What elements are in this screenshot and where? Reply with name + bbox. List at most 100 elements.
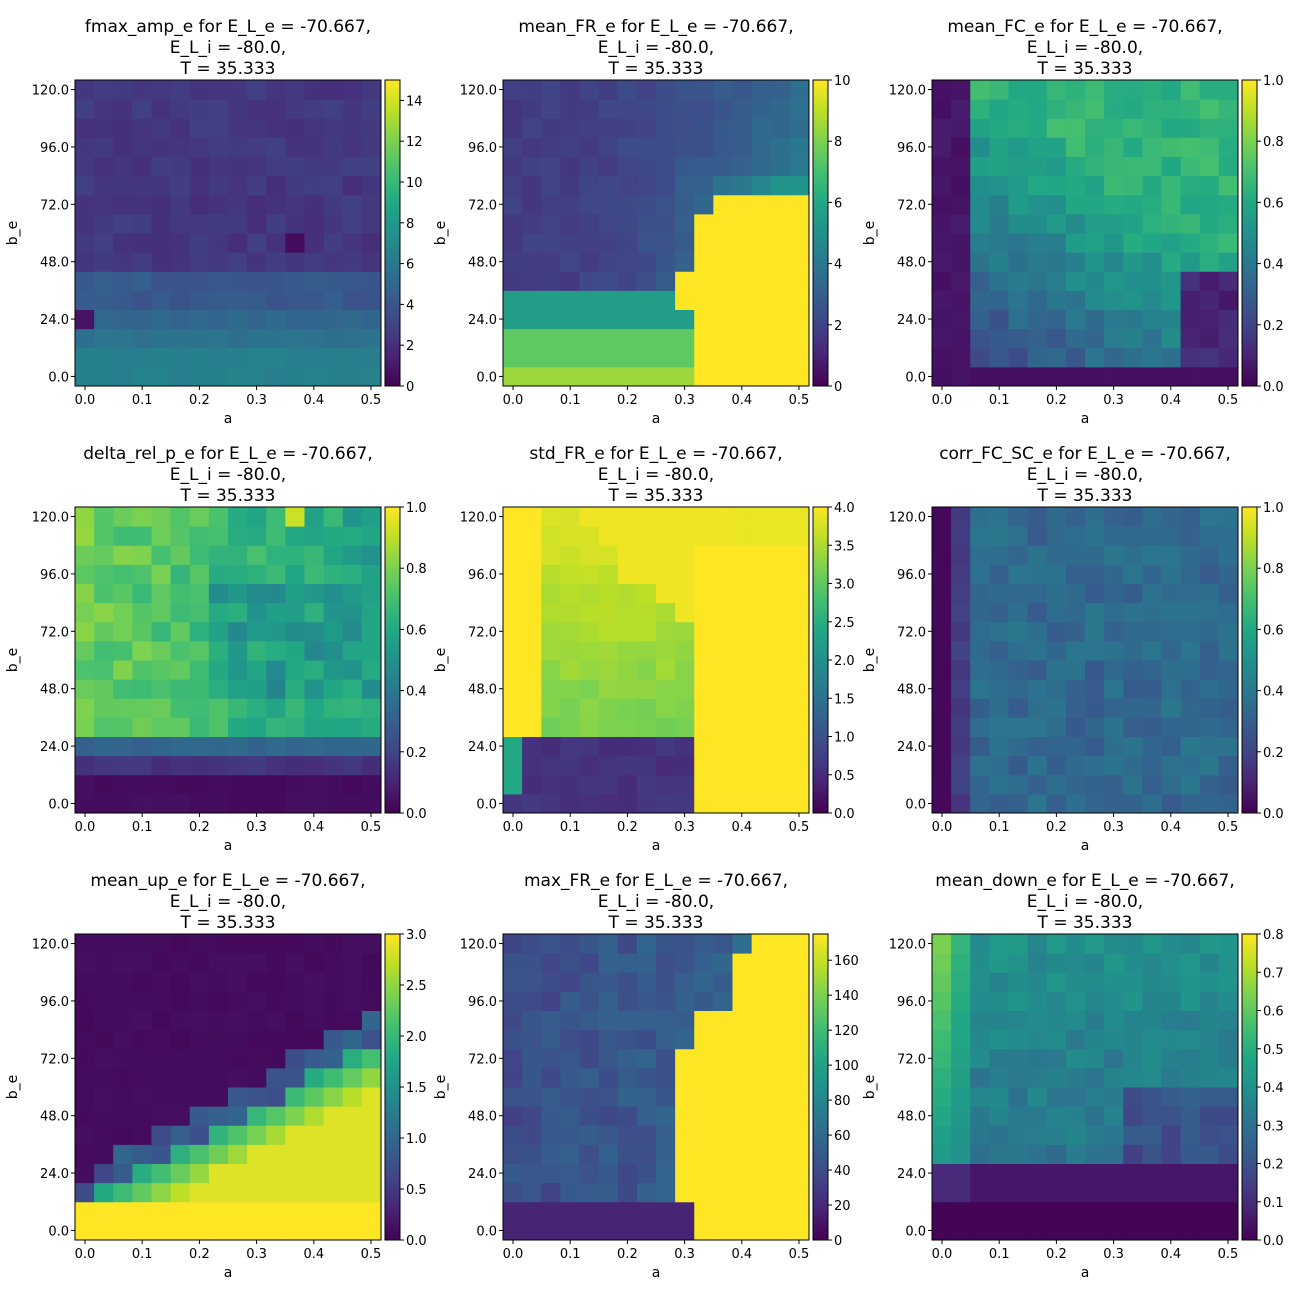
heatmap-cell: [285, 1029, 306, 1050]
heatmap-cell: [1218, 233, 1239, 253]
heatmap-cell: [1085, 755, 1105, 776]
heatmap-cell: [636, 194, 657, 215]
heatmap-cell: [1161, 755, 1182, 776]
heatmap-cell: [1085, 602, 1105, 623]
heatmap-cell: [342, 271, 363, 291]
colorbar-tick-label: 0.2: [1263, 746, 1284, 761]
heatmap-cell: [598, 793, 619, 814]
heatmap-cell: [951, 679, 971, 699]
heatmap-cell: [1142, 526, 1163, 546]
colorbar-tick-label: 0.1: [1263, 1196, 1284, 1211]
heatmap-cell: [323, 1182, 344, 1203]
heatmap-cell: [579, 717, 600, 738]
heatmap-cell: [541, 934, 561, 954]
y-tick-label: 24.0: [40, 740, 69, 755]
heatmap-cell: [751, 755, 772, 776]
heatmap-cell: [656, 1220, 676, 1241]
heatmap-cell: [361, 934, 382, 954]
heatmap-cell: [361, 1029, 382, 1050]
heatmap-cell: [989, 194, 1010, 215]
heatmap-cell: [323, 640, 344, 661]
heatmap-cell: [932, 972, 952, 992]
heatmap-cell: [1065, 774, 1086, 795]
heatmap-cell: [228, 1220, 248, 1241]
y-tick-label: 72.0: [897, 625, 926, 640]
heatmap-cell: [1027, 271, 1048, 291]
heatmap-cell: [732, 233, 753, 253]
heatmap-cell: [75, 1106, 95, 1126]
heatmap-cell: [560, 233, 581, 253]
heatmap-cell: [170, 1106, 191, 1126]
heatmap-cell: [1046, 1144, 1067, 1165]
heatmap-cell: [713, 934, 734, 954]
heatmap-cell: [951, 1106, 971, 1126]
heatmap-cell: [541, 526, 561, 546]
heatmap-cell: [113, 526, 133, 546]
heatmap-cell: [1027, 526, 1048, 546]
heatmap-cell: [170, 507, 191, 527]
heatmap-cell: [342, 233, 363, 253]
heatmap-cell: [560, 252, 581, 272]
heatmap-cell: [1161, 1106, 1182, 1126]
heatmap-cell: [75, 621, 95, 642]
heatmap-cell: [285, 545, 306, 565]
heatmap-cell: [932, 1144, 952, 1165]
heatmap-cell: [598, 1067, 619, 1088]
heatmap-cell: [970, 991, 990, 1012]
heatmap-cell: [636, 213, 657, 234]
heatmap-cell: [560, 1201, 581, 1222]
heatmap-cell: [1180, 679, 1201, 699]
heatmap-cell: [932, 583, 952, 604]
heatmap-cell: [208, 1201, 229, 1222]
heatmap-cell: [560, 175, 581, 196]
heatmap-cell: [1046, 545, 1067, 565]
heatmap-cell: [1065, 80, 1086, 100]
heatmap-cell: [751, 1010, 772, 1031]
heatmap-cell: [970, 1029, 990, 1050]
heatmap-cell: [361, 137, 382, 158]
heatmap-cell: [1123, 175, 1143, 196]
heatmap-cell: [751, 679, 772, 699]
heatmap-cell: [579, 793, 600, 814]
heatmap-cell: [323, 736, 344, 757]
heatmap-cell: [932, 1048, 952, 1069]
heatmap-cell: [1027, 252, 1048, 272]
heatmap-cell: [770, 793, 791, 814]
heatmap-cell: [228, 793, 248, 814]
heatmap-cell: [285, 972, 306, 992]
colorbar-tick-label: 3.5: [834, 539, 855, 554]
heatmap-cell: [361, 507, 382, 527]
heatmap-cell: [656, 1201, 676, 1222]
y-axis-label: b_e: [5, 1075, 21, 1100]
heatmap-cell: [1104, 1144, 1124, 1165]
heatmap-cell: [579, 80, 600, 100]
heatmap-cell: [617, 1125, 638, 1145]
heatmap-cell: [1104, 1010, 1124, 1031]
heatmap-cell: [304, 137, 325, 158]
heatmap-cell: [579, 1163, 600, 1184]
heatmap-cell: [342, 194, 363, 215]
heatmap-cell: [713, 793, 734, 814]
colorbar-tick-label: 0: [834, 1234, 842, 1249]
heatmap-cell: [1180, 953, 1201, 973]
heatmap-cell: [323, 1029, 344, 1050]
heatmap-cell: [170, 1201, 191, 1222]
heatmap-cell: [541, 698, 561, 718]
heatmap-cell: [170, 793, 191, 814]
heatmap-cell: [323, 137, 344, 158]
heatmap-cell: [1123, 347, 1143, 368]
heatmap-cell: [522, 934, 542, 954]
heatmap-cell: [770, 1182, 791, 1203]
heatmap-cell: [94, 1048, 114, 1069]
heatmap-cell: [1142, 1144, 1163, 1165]
heatmap-cell: [1046, 194, 1067, 215]
heatmap-cell: [1104, 1220, 1124, 1241]
heatmap-cell: [189, 1029, 210, 1050]
heatmap-cell: [361, 1087, 382, 1107]
heatmap-cell: [266, 953, 286, 973]
heatmap-cell: [304, 755, 325, 776]
heatmap-cell: [598, 564, 619, 585]
heatmap-cell: [189, 1144, 210, 1165]
heatmap-cell: [932, 347, 952, 368]
heatmap-cell: [560, 347, 581, 368]
